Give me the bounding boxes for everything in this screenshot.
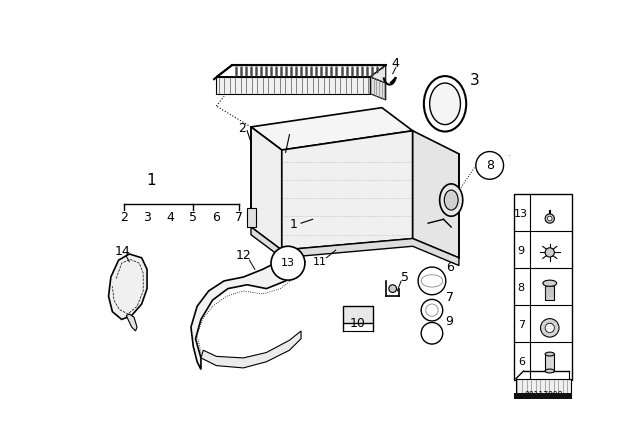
Circle shape	[545, 323, 554, 332]
Ellipse shape	[545, 352, 554, 356]
Ellipse shape	[429, 83, 460, 125]
Polygon shape	[126, 314, 137, 331]
Circle shape	[421, 299, 443, 321]
Text: 9: 9	[445, 315, 454, 328]
Text: 10: 10	[350, 317, 366, 330]
Bar	[247, 208, 257, 227]
Text: 6: 6	[212, 211, 220, 224]
Text: 2: 2	[120, 211, 128, 224]
Text: 1: 1	[289, 218, 298, 231]
Bar	[545, 354, 554, 371]
Bar	[515, 392, 572, 400]
Circle shape	[541, 319, 559, 337]
Text: 5: 5	[401, 271, 409, 284]
Polygon shape	[251, 108, 413, 150]
Bar	[344, 306, 372, 323]
Polygon shape	[201, 331, 301, 368]
Circle shape	[547, 216, 552, 221]
Text: 14: 14	[115, 245, 131, 258]
Ellipse shape	[444, 190, 458, 210]
Polygon shape	[191, 258, 305, 370]
Text: 6: 6	[518, 357, 525, 367]
Text: 12: 12	[236, 249, 251, 262]
Circle shape	[421, 323, 443, 344]
Text: 7: 7	[518, 320, 525, 330]
Circle shape	[476, 151, 504, 179]
Polygon shape	[251, 227, 459, 266]
Text: 9: 9	[518, 246, 525, 256]
Text: 3: 3	[143, 211, 151, 224]
Polygon shape	[251, 127, 282, 250]
Polygon shape	[109, 254, 147, 319]
Ellipse shape	[424, 76, 466, 132]
Text: 11: 11	[314, 257, 327, 267]
Text: 00117898: 00117898	[524, 391, 563, 400]
Text: 2: 2	[238, 122, 246, 135]
Circle shape	[418, 267, 446, 295]
Polygon shape	[371, 77, 386, 100]
Bar	[516, 379, 570, 400]
Text: 8: 8	[518, 283, 525, 293]
Text: 4: 4	[392, 56, 400, 69]
Text: 13: 13	[281, 258, 295, 268]
Bar	[545, 286, 554, 300]
Text: 7: 7	[445, 291, 454, 304]
Polygon shape	[216, 65, 386, 77]
Polygon shape	[371, 65, 386, 83]
Polygon shape	[413, 131, 459, 258]
Text: 5: 5	[189, 211, 197, 224]
Text: 3: 3	[469, 73, 479, 88]
Polygon shape	[282, 131, 413, 250]
Text: 8: 8	[486, 159, 493, 172]
Text: 13: 13	[515, 209, 528, 219]
Circle shape	[271, 246, 305, 280]
Circle shape	[545, 214, 554, 223]
Text: 4: 4	[166, 211, 174, 224]
Ellipse shape	[543, 280, 557, 286]
Ellipse shape	[545, 369, 554, 373]
Text: 6: 6	[445, 261, 454, 274]
Polygon shape	[216, 77, 371, 94]
Bar	[515, 194, 572, 380]
Ellipse shape	[440, 184, 463, 216]
Text: 1: 1	[146, 173, 156, 188]
Circle shape	[545, 248, 554, 257]
Circle shape	[389, 285, 397, 293]
Text: 7: 7	[236, 211, 243, 224]
